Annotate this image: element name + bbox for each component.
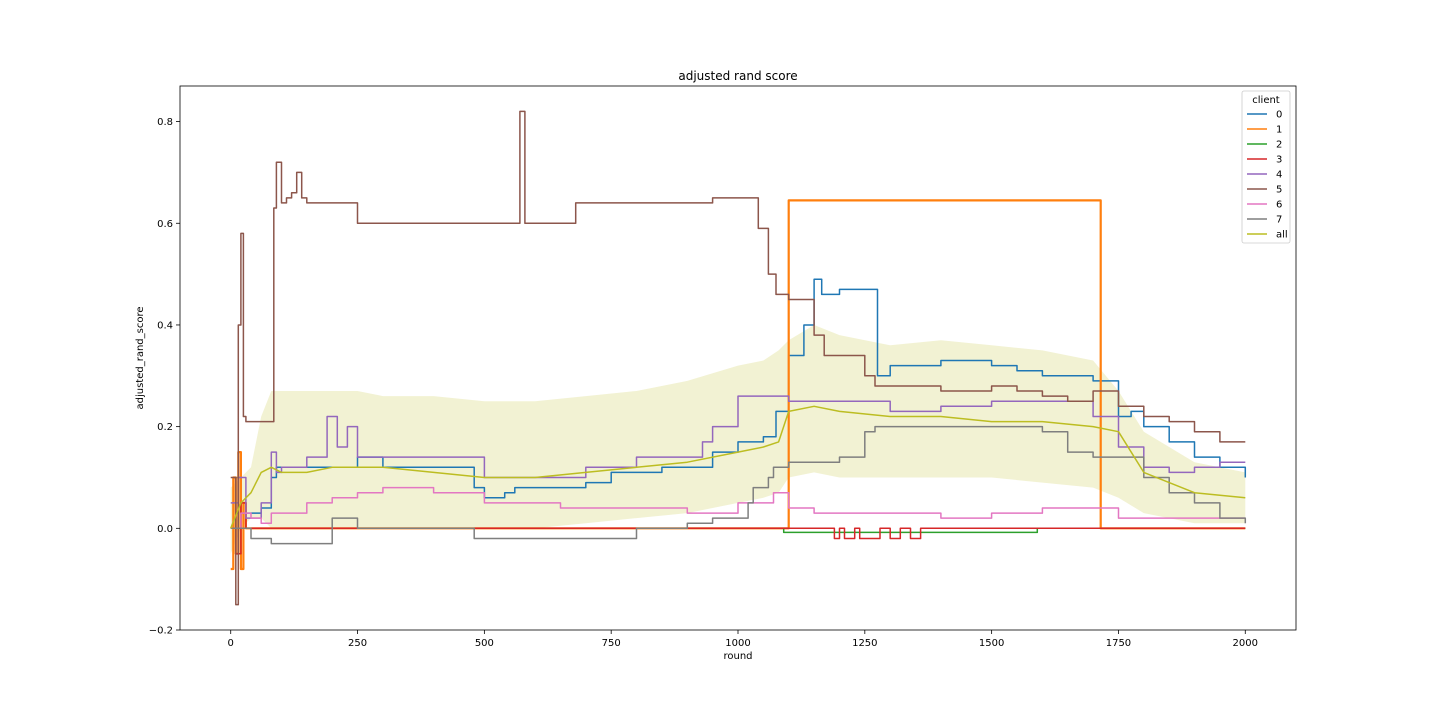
legend-label-3: 3 (1276, 155, 1282, 166)
x-axis-ticks: 0 250 500 750 1000 1250 1500 1750 2000 (228, 630, 1258, 649)
legend-label-7: 7 (1276, 215, 1282, 226)
legend-label-2: 2 (1276, 140, 1282, 151)
legend-label-4: 4 (1276, 170, 1282, 181)
legend-label-0: 0 (1276, 110, 1282, 121)
y-tick-label: −0.2 (149, 626, 173, 637)
legend: client 0 1 2 3 4 5 6 7 all (1241, 90, 1291, 244)
chart-title: adjusted rand score (678, 69, 797, 83)
y-tick-label: 0.0 (157, 524, 173, 535)
y-tick-label: 0.4 (157, 320, 173, 331)
x-tick-label: 1500 (979, 638, 1004, 649)
x-tick-label: 1750 (1106, 638, 1131, 649)
x-axis-label: round (723, 651, 752, 662)
legend-label-all: all (1276, 230, 1288, 241)
x-tick-label: 500 (475, 638, 494, 649)
x-tick-label: 750 (602, 638, 621, 649)
x-tick-label: 1250 (852, 638, 877, 649)
series-line-all (230, 405, 1246, 529)
series-line-3 (230, 502, 1246, 555)
x-tick-label: 0 (228, 638, 234, 649)
y-tick-label: 0.8 (157, 117, 173, 128)
series-line-6 (230, 486, 1246, 530)
x-tick-label: 2000 (1233, 638, 1258, 649)
y-tick-label: 0.2 (157, 422, 173, 433)
series-line-7 (230, 425, 1247, 545)
series-layer (230, 110, 1247, 606)
y-tick-label: 0.6 (157, 219, 173, 230)
y-axis-label: adjusted_rand_score (135, 306, 146, 409)
legend-label-1: 1 (1276, 125, 1282, 136)
legend-title: client (1252, 95, 1280, 106)
series-line-5 (230, 110, 1246, 606)
x-tick-label: 250 (348, 638, 367, 649)
legend-label-5: 5 (1276, 185, 1282, 196)
x-tick-label: 1000 (725, 638, 750, 649)
y-axis-ticks: −0.2 0.0 0.2 0.4 0.6 0.8 (149, 117, 180, 637)
legend-items: 0 1 2 3 4 5 6 7 all (1247, 110, 1288, 241)
legend-label-6: 6 (1276, 200, 1282, 211)
